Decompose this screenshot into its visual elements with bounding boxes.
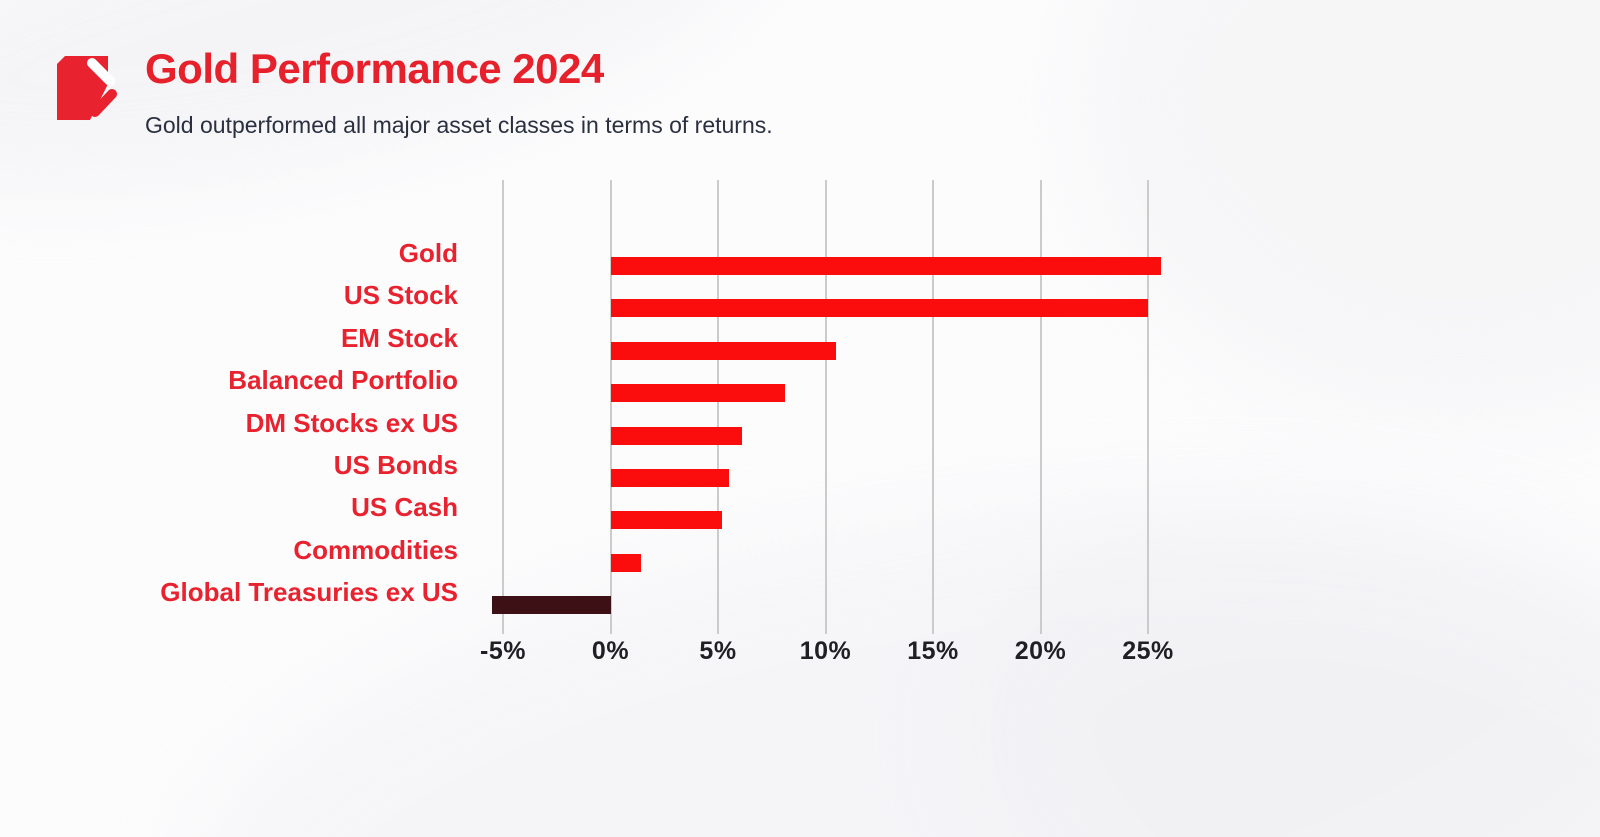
- background-swoosh: [891, 433, 1600, 837]
- bar-global-treasuries-ex-us: [492, 596, 611, 615]
- category-label-dm-stocks-ex-us: DM Stocks ex US: [245, 407, 458, 438]
- background-swoosh: [1080, 0, 1600, 420]
- grid-line-25pct: [1147, 180, 1149, 634]
- category-label-gold: Gold: [398, 238, 458, 268]
- axis-tick-label-15pct: 15%: [907, 637, 959, 665]
- category-label-em-stock: EM Stock: [340, 322, 458, 353]
- grid-line-0pct: [609, 180, 612, 634]
- bar-gold: [610, 257, 1161, 275]
- grid-line-20pct: [1039, 180, 1042, 634]
- axis-tick-label-10pct: 10%: [799, 637, 852, 665]
- grid-line--5pct: [502, 180, 504, 634]
- axis-tick-label-5pct: 5%: [699, 637, 737, 665]
- category-label-balanced-portfolio: Balanced Portfolio: [228, 365, 458, 396]
- bar-dm-stocks-ex-us: [610, 426, 742, 445]
- bar-em-stock: [610, 341, 837, 360]
- category-label-commodities: Commodities: [293, 534, 458, 565]
- axis-tick-label-0pct: 0%: [591, 637, 630, 665]
- category-label-us-cash: US Cash: [351, 492, 458, 523]
- bar-us-cash: [610, 511, 723, 530]
- bar-commodities: [610, 553, 641, 572]
- brand-logo-icon: [57, 56, 117, 120]
- page-subtitle: Gold outperformed all major asset classe…: [145, 112, 773, 138]
- bar-us-bonds: [610, 469, 729, 487]
- axis-tick-label-20pct: 20%: [1014, 637, 1067, 665]
- axis-tick-label-25pct: 25%: [1122, 637, 1174, 665]
- category-label-us-stock: US Stock: [343, 280, 458, 311]
- category-label-global-treasuries-ex-us: Global Treasuries ex US: [160, 577, 458, 608]
- grid-line-5pct: [717, 180, 719, 634]
- grid-line-15pct: [932, 180, 934, 634]
- grid-line-10pct: [824, 180, 827, 634]
- page-title: Gold Performance 2024: [145, 45, 604, 92]
- axis-tick-label--5pct: -5%: [480, 637, 526, 665]
- category-label-us-bonds: US Bonds: [333, 450, 458, 480]
- bar-balanced-portfolio: [610, 384, 785, 403]
- bar-us-stock: [610, 299, 1148, 318]
